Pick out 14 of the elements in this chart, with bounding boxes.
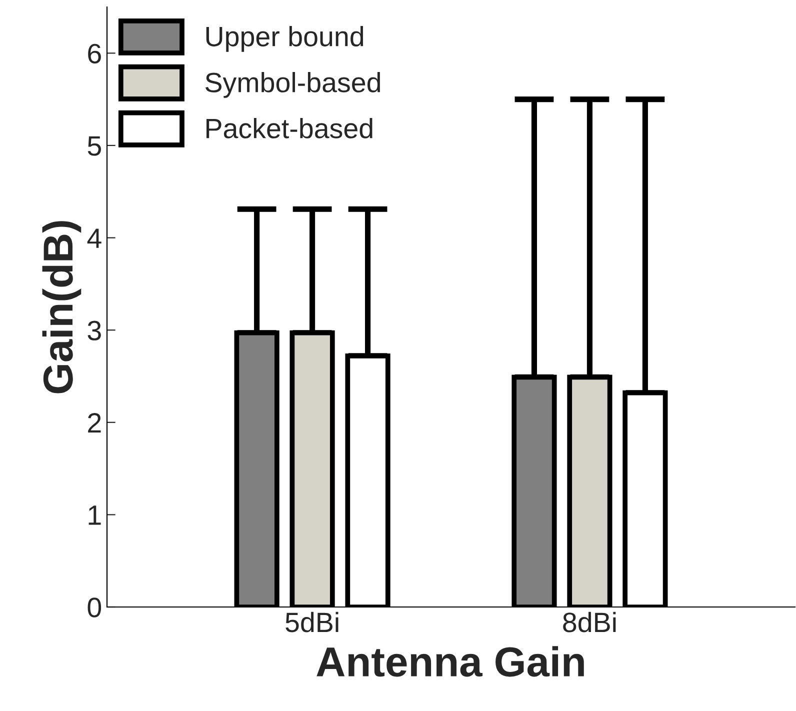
y-axis-title: Gain(dB) xyxy=(42,221,82,394)
legend-label: Upper bound xyxy=(206,26,364,52)
y-tick-label: 2 xyxy=(88,413,101,432)
y-tick-label: 3 xyxy=(88,320,101,340)
y-tick-label: 6 xyxy=(88,44,101,64)
legend-label: Symbol-based xyxy=(205,72,380,98)
x-axis-title: Antenna Gain xyxy=(316,646,584,677)
legend-label: Packet-based xyxy=(206,118,372,138)
y-tick-label: 5 xyxy=(88,136,101,156)
y-tick-label: 1 xyxy=(88,506,101,525)
x-tick-label: 5dBi xyxy=(286,612,338,632)
x-tick-label: 8dBi xyxy=(563,612,616,632)
y-tick-label: 0 xyxy=(88,598,102,618)
y-tick-label: 4 xyxy=(87,228,102,248)
